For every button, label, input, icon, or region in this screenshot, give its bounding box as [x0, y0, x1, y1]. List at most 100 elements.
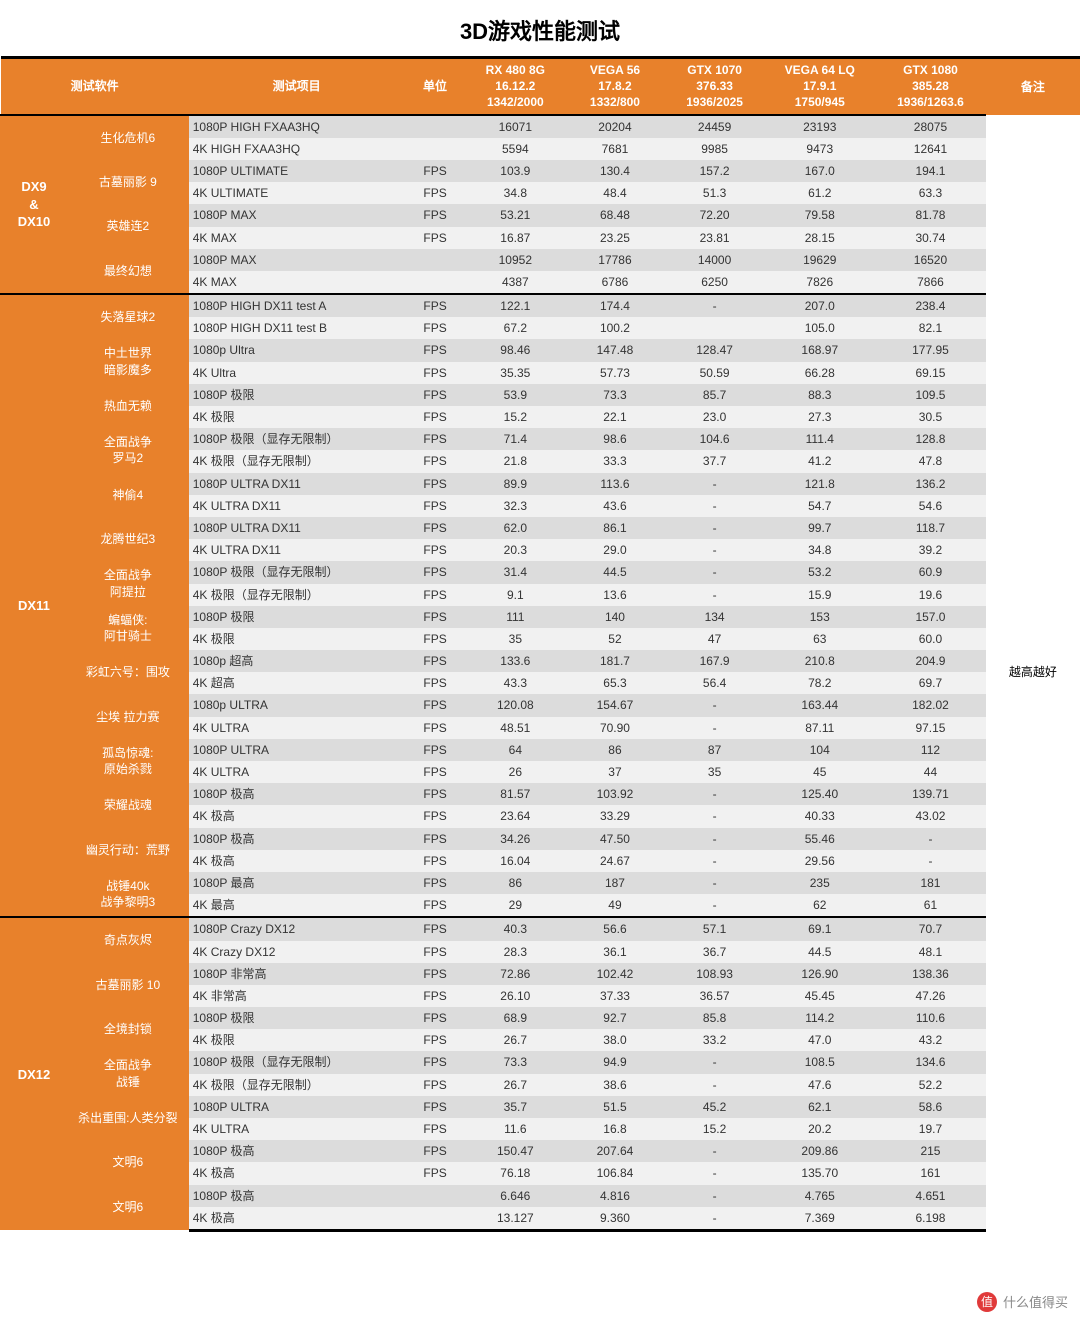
value-cell: 50.59	[665, 362, 765, 384]
unit-cell: FPS	[405, 428, 466, 450]
unit-cell	[405, 1207, 466, 1231]
setting-cell: 1080P 极高	[189, 783, 405, 805]
value-cell: 26.7	[466, 1029, 566, 1051]
value-cell: 103.92	[565, 783, 665, 805]
value-cell: 47.50	[565, 828, 665, 850]
value-cell: 53.9	[466, 384, 566, 406]
value-cell: 89.9	[466, 473, 566, 495]
table-row: 古墓丽影 91080P ULTIMATEFPS103.9130.4157.216…	[1, 160, 1080, 182]
value-cell: 9.360	[565, 1207, 665, 1231]
value-cell: 72.20	[665, 204, 765, 226]
value-cell	[665, 317, 765, 339]
unit-cell: FPS	[405, 1029, 466, 1051]
setting-cell: 1080P 极高	[189, 1140, 405, 1162]
value-cell: 28075	[875, 115, 986, 138]
col-gpu-2: GTX 1070376.331936/2025	[665, 58, 765, 115]
setting-cell: 1080p Ultra	[189, 339, 405, 361]
value-cell: 55.46	[764, 828, 875, 850]
unit-cell	[405, 1185, 466, 1207]
value-cell: 86.1	[565, 517, 665, 539]
value-cell: -	[665, 894, 765, 917]
value-cell: 31.4	[466, 561, 566, 583]
setting-cell: 1080P ULTRA DX11	[189, 517, 405, 539]
value-cell: 19.7	[875, 1118, 986, 1140]
unit-cell: FPS	[405, 606, 466, 628]
value-cell: 10952	[466, 249, 566, 271]
value-cell: 23193	[764, 115, 875, 138]
unit-cell: FPS	[405, 406, 466, 428]
value-cell: 76.18	[466, 1162, 566, 1184]
setting-cell: 1080P HIGH FXAA3HQ	[189, 115, 405, 138]
setting-cell: 4K MAX	[189, 227, 405, 249]
value-cell: 35	[466, 628, 566, 650]
value-cell: 68.9	[466, 1007, 566, 1029]
value-cell: 135.70	[764, 1162, 875, 1184]
value-cell: 60.0	[875, 628, 986, 650]
setting-cell: 1080P MAX	[189, 249, 405, 271]
table-row: 全面战争战锤1080P 极限（显存无限制）FPS73.394.9-108.513…	[1, 1051, 1080, 1073]
value-cell: 103.9	[466, 160, 566, 182]
value-cell: 20.3	[466, 539, 566, 561]
game-header: 古墓丽影 10	[67, 963, 189, 1007]
value-cell: 104.6	[665, 428, 765, 450]
value-cell: 4.651	[875, 1185, 986, 1207]
section-header: DX11	[1, 294, 67, 917]
value-cell: 44.5	[764, 941, 875, 963]
game-header: 幽灵行动：荒野	[67, 828, 189, 872]
value-cell: 140	[565, 606, 665, 628]
table-row: 荣耀战魂1080P 极高FPS81.57103.92-125.40139.71	[1, 783, 1080, 805]
setting-cell: 4K 极高	[189, 850, 405, 872]
setting-cell: 1080P Crazy DX12	[189, 917, 405, 940]
setting-cell: 4K 非常高	[189, 985, 405, 1007]
value-cell: -	[665, 294, 765, 317]
unit-cell: FPS	[405, 694, 466, 716]
unit-cell: FPS	[405, 650, 466, 672]
value-cell: 106.84	[565, 1162, 665, 1184]
value-cell: 37.33	[565, 985, 665, 1007]
unit-cell: FPS	[405, 783, 466, 805]
table-row: 孤岛惊魂:原始杀戮1080P ULTRAFPS648687104112	[1, 739, 1080, 761]
value-cell: 35.35	[466, 362, 566, 384]
value-cell: 23.64	[466, 805, 566, 827]
value-cell: 37	[565, 761, 665, 783]
value-cell: -	[665, 828, 765, 850]
value-cell: 147.48	[565, 339, 665, 361]
value-cell: 40.3	[466, 917, 566, 940]
value-cell: 24.67	[565, 850, 665, 872]
game-header: 彩虹六号：围攻	[67, 650, 189, 694]
value-cell: 61.2	[764, 182, 875, 204]
unit-cell: FPS	[405, 227, 466, 249]
table-row: 热血无赖1080P 极限FPS53.973.385.788.3109.5	[1, 384, 1080, 406]
unit-cell: FPS	[405, 450, 466, 472]
value-cell: 133.6	[466, 650, 566, 672]
value-cell: 114.2	[764, 1007, 875, 1029]
col-test-item: 测试项目	[189, 58, 405, 115]
value-cell: 177.95	[875, 339, 986, 361]
value-cell: 34.26	[466, 828, 566, 850]
value-cell: 207.64	[565, 1140, 665, 1162]
setting-cell: 1080p ULTRA	[189, 694, 405, 716]
value-cell: 6786	[565, 271, 665, 294]
watermark-badge: 值	[977, 1292, 997, 1312]
value-cell: 48.1	[875, 941, 986, 963]
value-cell: 60.9	[875, 561, 986, 583]
value-cell: 126.90	[764, 963, 875, 985]
value-cell: 6.198	[875, 1207, 986, 1231]
table-row: 英雄连21080P MAXFPS53.2168.4872.2079.5881.7…	[1, 204, 1080, 226]
value-cell: -	[665, 473, 765, 495]
value-cell: -	[665, 1051, 765, 1073]
setting-cell: 4K ULTRA	[189, 717, 405, 739]
value-cell: 29	[466, 894, 566, 917]
value-cell: 36.57	[665, 985, 765, 1007]
value-cell: 61	[875, 894, 986, 917]
value-cell: 181	[875, 872, 986, 894]
table-row: DX11失落星球21080P HIGH DX11 test AFPS122.11…	[1, 294, 1080, 317]
unit-cell	[405, 271, 466, 294]
unit-cell: FPS	[405, 917, 466, 940]
value-cell: 118.7	[875, 517, 986, 539]
game-header: 尘埃 拉力赛	[67, 694, 189, 738]
setting-cell: 1080P 极高	[189, 1185, 405, 1207]
value-cell: 69.1	[764, 917, 875, 940]
game-header: 失落星球2	[67, 294, 189, 339]
setting-cell: 1080P MAX	[189, 204, 405, 226]
